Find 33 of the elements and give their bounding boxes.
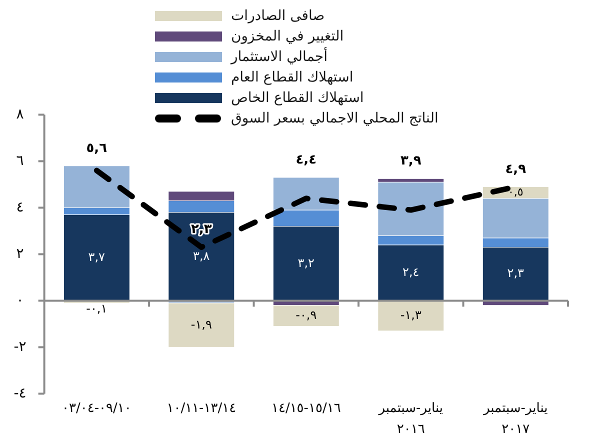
- x-tick-label: يناير-سبتمبر ٢٠١٦: [378, 401, 444, 437]
- data-label: ٤,٩: [505, 162, 526, 177]
- data-label: ٠,٥: [508, 186, 524, 199]
- legend-label: استهلاك القطاع الخاص: [231, 90, 364, 106]
- data-label: ٣,٨: [193, 248, 210, 263]
- data-label: ٣,٧: [88, 250, 106, 264]
- x-tick-label: ٠٩/١٠-٠٣/٠٤: [62, 401, 132, 416]
- legend-label: التغيير في المخزون: [231, 28, 344, 44]
- data-label: ٢,٤: [402, 265, 420, 280]
- data-label: -١,٣: [400, 308, 422, 322]
- legend-label: أجمالي الاستثمار: [230, 46, 328, 65]
- y-tick-label: ٠: [16, 292, 24, 309]
- x-tick-label: يناير-سبتمبر ٢٠١٧: [482, 401, 548, 437]
- data-label: -٠,٩: [296, 308, 317, 322]
- x-tick-label: ١٣/١٤-١٠/١١: [166, 401, 236, 416]
- y-tick-label: ٨: [16, 106, 24, 123]
- legend-label: استهلاك القطاع العام: [231, 69, 354, 86]
- data-label: -١,٩: [190, 317, 212, 332]
- y-tick-label: -٢: [14, 339, 26, 356]
- x-tick-label: ١٥/١٦-١٤/١٥: [271, 401, 341, 416]
- y-tick-label: ٢: [16, 246, 24, 262]
- data-label: ٣,٩: [400, 154, 422, 169]
- legend-label: صافى الصادرات: [231, 8, 325, 24]
- data-label: ٥,٦: [86, 140, 108, 156]
- legend-label: الناتج المحلي الاجمالي بسعر السوق: [231, 110, 438, 126]
- y-tick-label: ٦: [16, 153, 24, 170]
- data-label: ٣,٢: [298, 256, 315, 270]
- data-label: ٢,٣: [191, 222, 212, 238]
- data-label: ٢,٣: [507, 266, 525, 280]
- y-tick-label: -٤: [14, 386, 26, 402]
- y-tick-label: ٤: [16, 200, 24, 216]
- data-label: -٠,١: [86, 301, 108, 316]
- data-label: ٤,٤: [296, 152, 317, 168]
